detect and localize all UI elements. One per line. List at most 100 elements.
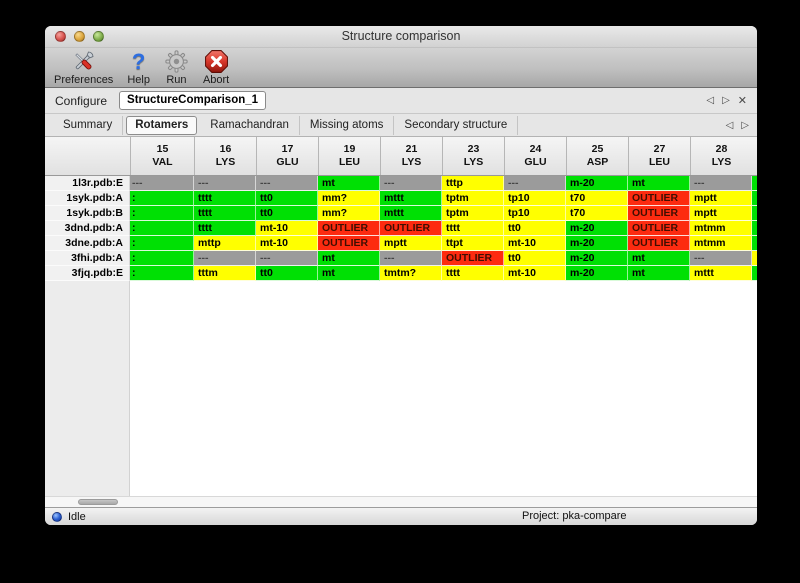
table-cell[interactable]: mt-10: [256, 236, 318, 251]
close-configuration-icon[interactable]: ✕: [737, 95, 747, 107]
table-cell[interactable]: mtmm: [690, 221, 752, 236]
horizontal-scrollbar[interactable]: [45, 496, 757, 507]
table-cell[interactable]: :: [130, 236, 194, 251]
table-cell[interactable]: OUTLIER: [442, 251, 504, 266]
table-cell[interactable]: mttt: [690, 266, 752, 281]
table-cell[interactable]: mt: [318, 266, 380, 281]
close-window-button[interactable]: [55, 31, 66, 42]
table-cell[interactable]: :: [130, 221, 194, 236]
table-cell[interactable]: tttt: [194, 221, 256, 236]
table-cell[interactable]: mt: [628, 266, 690, 281]
table-cell[interactable]: ---: [256, 251, 318, 266]
table-cell[interactable]: mptt: [690, 191, 752, 206]
table-cell[interactable]: OUTLIER: [628, 206, 690, 221]
column-header[interactable]: 24 GLU: [504, 137, 566, 175]
preferences-button[interactable]: Preferences: [51, 49, 116, 86]
table-cell[interactable]: tp10: [504, 206, 566, 221]
row-label[interactable]: 1syk.pdb:A: [45, 191, 130, 206]
title-bar[interactable]: Structure comparison: [45, 26, 757, 48]
table-cell[interactable]: mt-10: [504, 266, 566, 281]
table-cell[interactable]: tttt: [194, 206, 256, 221]
table-cell[interactable]: mm?: [318, 191, 380, 206]
tab-secondary-structure[interactable]: Secondary structure: [394, 115, 519, 135]
table-cell[interactable]: tttt: [194, 191, 256, 206]
table-cell[interactable]: ---: [380, 176, 442, 191]
row-label[interactable]: 3fhi.pdb:A: [45, 251, 130, 266]
table-cell[interactable]: mt: [318, 251, 380, 266]
table-cell[interactable]: tptm: [442, 191, 504, 206]
table-cell[interactable]: :: [130, 206, 194, 221]
table-cell[interactable]: mtmm: [690, 236, 752, 251]
minimize-window-button[interactable]: [74, 31, 85, 42]
table-cell[interactable]: OUTLIER: [318, 221, 380, 236]
column-header[interactable]: 19 LEU: [318, 137, 380, 175]
table-cell[interactable]: ---: [690, 251, 752, 266]
prev-configuration-icon[interactable]: ◁: [706, 95, 715, 106]
row-label[interactable]: 1syk.pdb:B: [45, 206, 130, 221]
table-cell[interactable]: :: [130, 191, 194, 206]
row-label[interactable]: 3dnd.pdb:A: [45, 221, 130, 236]
table-cell[interactable]: OUTLIER: [628, 236, 690, 251]
table-cell[interactable]: mttp: [194, 236, 256, 251]
table-cell[interactable]: m-20: [566, 266, 628, 281]
prev-tab-icon[interactable]: ◁: [725, 119, 734, 131]
table-cell[interactable]: ---: [690, 176, 752, 191]
table-cell[interactable]: tptm: [442, 206, 504, 221]
tab-summary[interactable]: Summary: [53, 115, 124, 135]
table-cell[interactable]: mt: [318, 176, 380, 191]
table-cell[interactable]: ---: [194, 176, 256, 191]
table-cell[interactable]: t70: [566, 206, 628, 221]
configure-name-field[interactable]: StructureComparison_1: [119, 91, 267, 110]
column-header[interactable]: 15 VAL: [130, 137, 194, 175]
table-cell[interactable]: tttp: [442, 176, 504, 191]
table-cell[interactable]: ---: [380, 251, 442, 266]
run-button[interactable]: Run: [161, 49, 192, 86]
column-header[interactable]: 23 LYS: [442, 137, 504, 175]
table-cell[interactable]: mt-10: [504, 236, 566, 251]
tab-ramachandran[interactable]: Ramachandran: [200, 115, 300, 135]
help-button[interactable]: ? Help: [124, 49, 153, 86]
table-cell[interactable]: mt-10: [256, 221, 318, 236]
next-configuration-icon[interactable]: ▷: [722, 95, 730, 106]
table-cell[interactable]: tt0: [504, 221, 566, 236]
table-cell[interactable]: mptt: [690, 206, 752, 221]
table-cell[interactable]: tttm: [194, 266, 256, 281]
table-cell[interactable]: tmtm?: [380, 266, 442, 281]
table-cell[interactable]: mptt: [380, 236, 442, 251]
horizontal-scrollbar-thumb[interactable]: [78, 499, 118, 505]
column-header[interactable]: 28 LYS: [690, 137, 752, 175]
row-label[interactable]: 3dne.pdb:A: [45, 236, 130, 251]
column-header[interactable]: 16 LYS: [194, 137, 256, 175]
table-cell[interactable]: tttt: [442, 221, 504, 236]
tab-missing-atoms[interactable]: Missing atoms: [300, 115, 395, 135]
table-cell[interactable]: m-20: [566, 221, 628, 236]
table-cell[interactable]: tt0: [256, 191, 318, 206]
table-cell[interactable]: t70: [566, 191, 628, 206]
table-cell[interactable]: OUTLIER: [628, 191, 690, 206]
table-cell[interactable]: tt0: [256, 266, 318, 281]
table-cell[interactable]: mttt: [380, 206, 442, 221]
next-tab-icon[interactable]: ▷: [741, 119, 749, 131]
table-cell[interactable]: m-20: [566, 176, 628, 191]
tab-rotamers[interactable]: Rotamers: [126, 115, 198, 135]
table-cell[interactable]: mttt: [380, 191, 442, 206]
row-label[interactable]: 1l3r.pdb:E: [45, 176, 130, 191]
table-cell[interactable]: m-20: [566, 251, 628, 266]
table-cell[interactable]: mt: [628, 176, 690, 191]
table-cell[interactable]: OUTLIER: [628, 221, 690, 236]
table-cell[interactable]: m-20: [566, 236, 628, 251]
table-cell[interactable]: OUTLIER: [380, 221, 442, 236]
abort-button[interactable]: Abort: [200, 49, 232, 86]
column-header[interactable]: 25 ASP: [566, 137, 628, 175]
row-label[interactable]: 3fjq.pdb:E: [45, 266, 130, 281]
table-cell[interactable]: ---: [256, 176, 318, 191]
table-cell[interactable]: mm?: [318, 206, 380, 221]
table-cell[interactable]: mt: [628, 251, 690, 266]
table-cell[interactable]: ---: [194, 251, 256, 266]
table-cell[interactable]: ---: [504, 176, 566, 191]
table-cell[interactable]: :: [130, 251, 194, 266]
table-cell[interactable]: :: [130, 266, 194, 281]
table-cell[interactable]: OUTLIER: [318, 236, 380, 251]
table-cell[interactable]: tttt: [442, 266, 504, 281]
column-header[interactable]: 17 GLU: [256, 137, 318, 175]
